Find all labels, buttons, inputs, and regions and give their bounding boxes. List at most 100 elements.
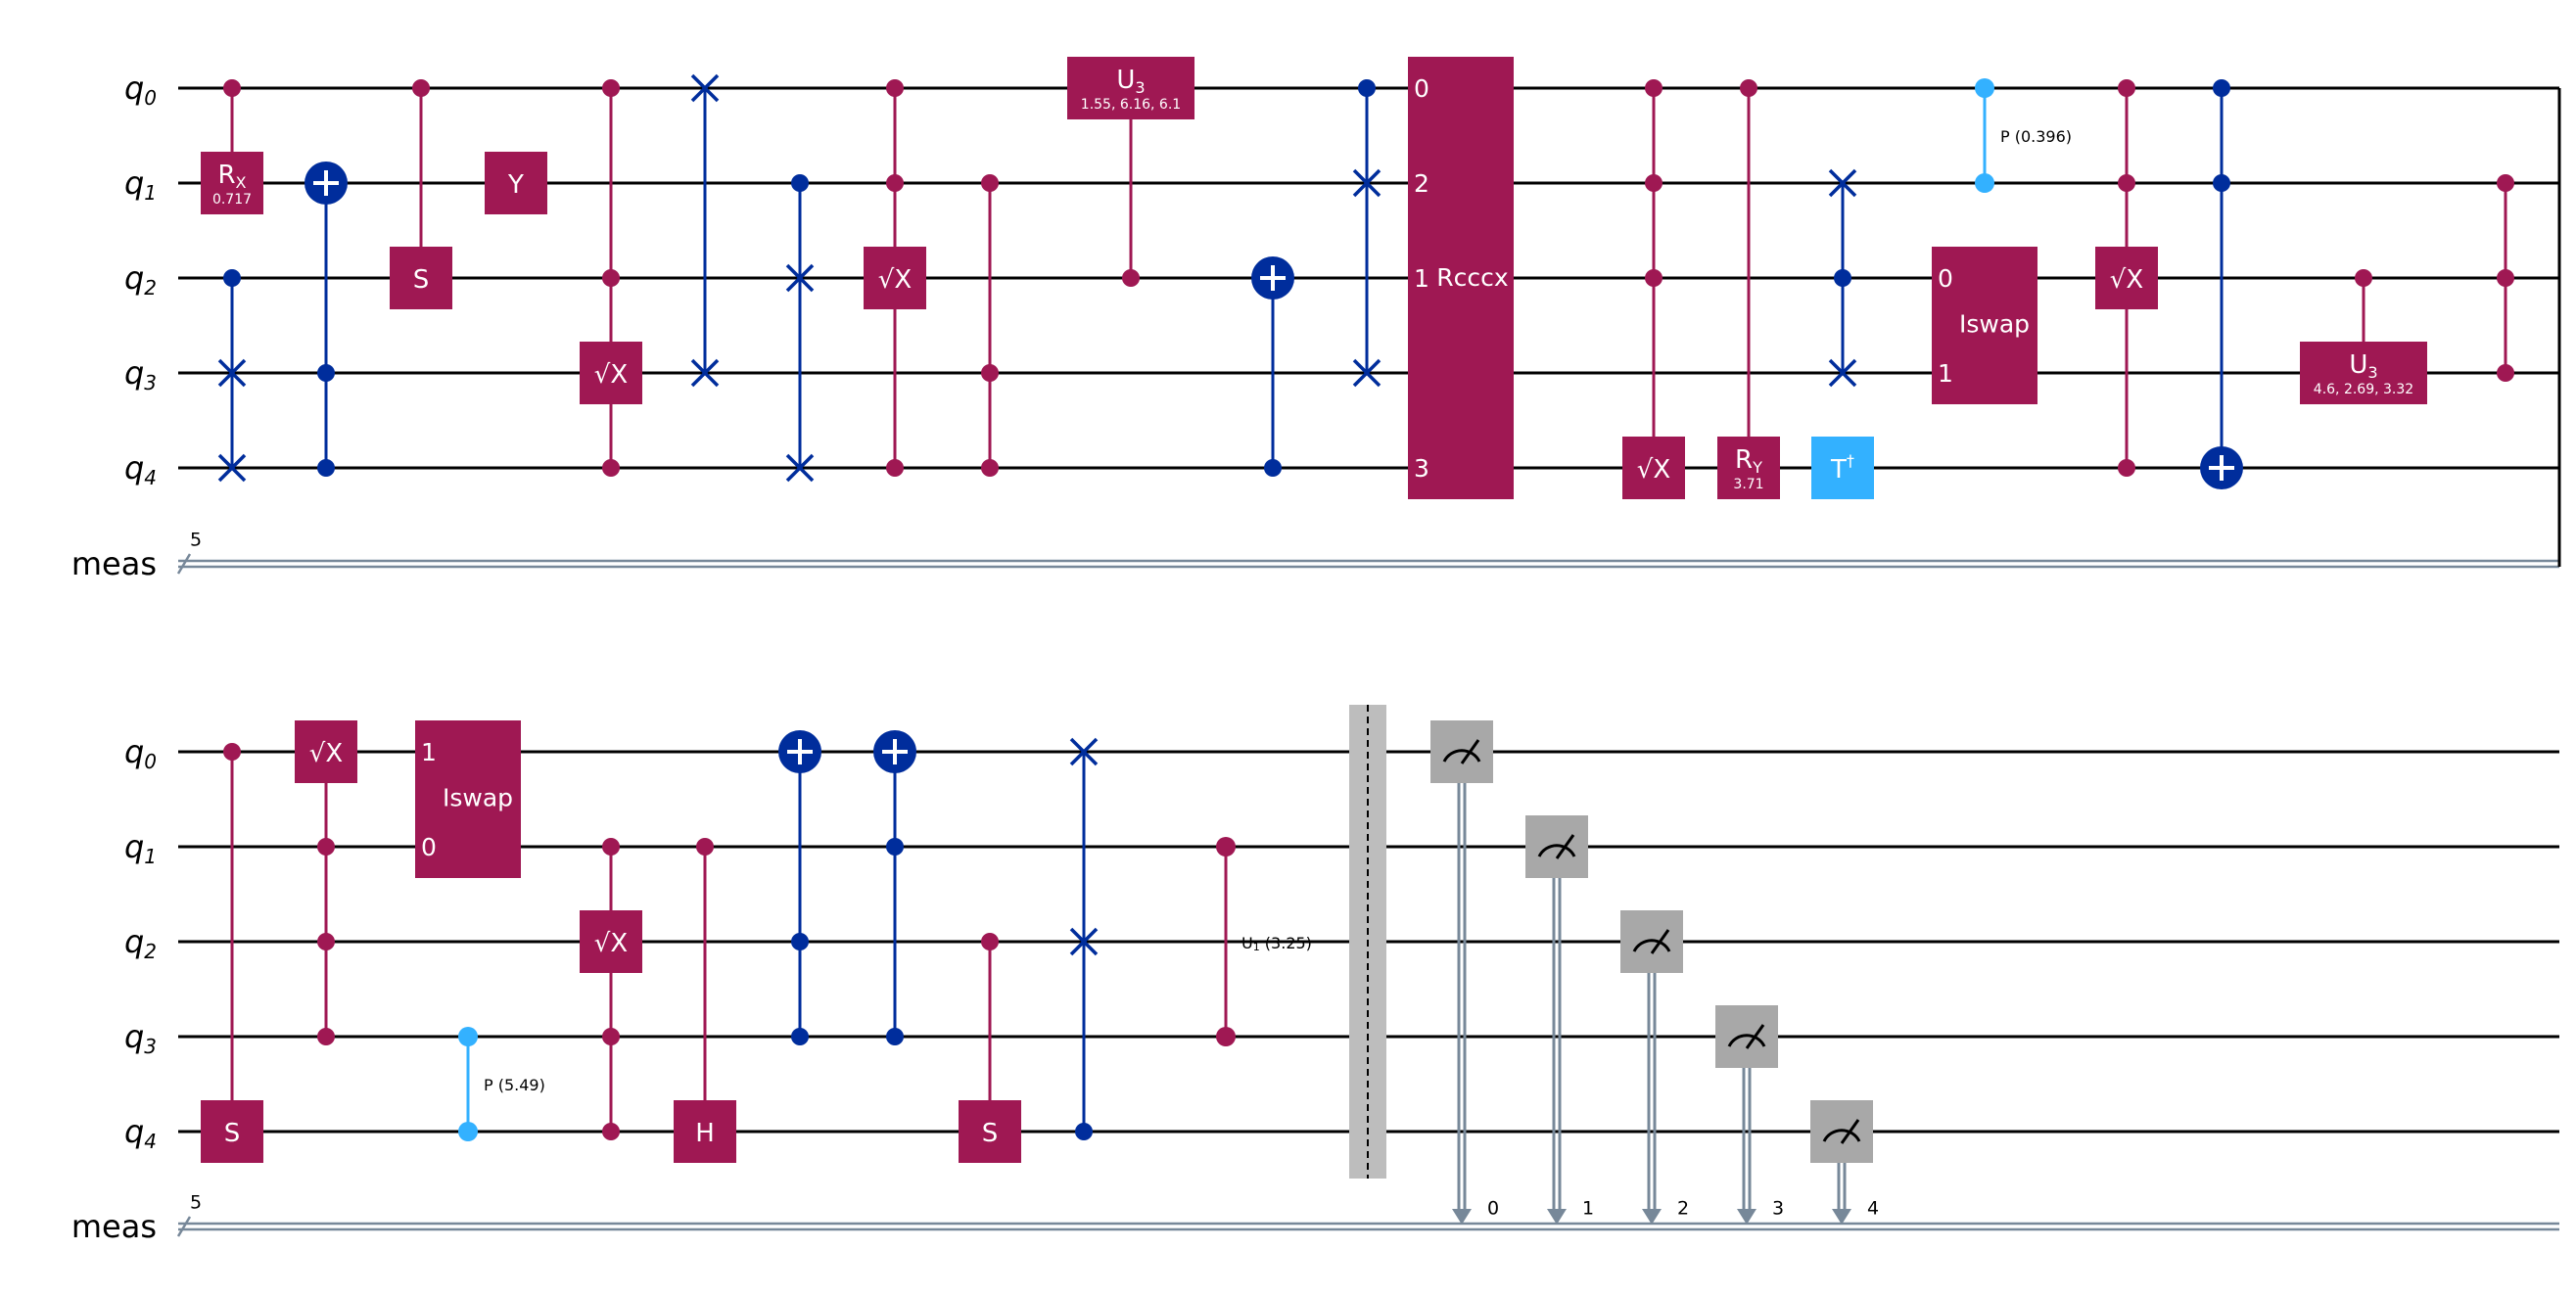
gate-label: √X [2110,265,2143,295]
control-dot [886,838,904,856]
gate-box [295,720,357,783]
gate-csx-5: √X [295,720,357,1045]
gate-label: U3 [2349,350,2377,382]
qubit-label: q4 [124,1113,157,1153]
control-dot [2213,79,2230,97]
swap-cross [690,358,720,388]
control-dot [1645,269,1663,287]
gate-cs-3: S [959,933,1021,1163]
control-dot [317,933,335,950]
gate-cz-1 [981,174,999,477]
qubit-label: q0 [124,69,157,110]
control-dot [1975,173,1994,193]
gate-label: U3 [1116,66,1145,97]
swap-cross [217,453,247,483]
gate-box [415,720,521,878]
gate-param: U1 (3.25) [1241,934,1312,954]
gate-swap-2 [690,73,720,388]
classical-register-label: meas [71,1208,157,1245]
gate-label: √X [594,929,628,958]
meter-needle-icon [1650,929,1670,954]
gate-label: √X [1637,455,1670,485]
gate-csx-6: √X [580,838,642,1140]
swap-cross [1352,358,1382,388]
measure-arrow [1832,1209,1851,1225]
gate-cs-2: S [201,743,263,1163]
gate-label: √X [309,739,343,768]
control-dot [1075,1123,1093,1140]
swap-cross [217,358,247,388]
control-dot [886,459,904,477]
gate-pin-label: 0 [1414,74,1429,103]
swap-cross [690,73,720,103]
gate-rcccx: 0 2 1 3 Rcccx [1408,57,1514,499]
gate-box [864,247,926,309]
gate-tdg: T† [1811,437,1874,499]
gate-swap-3 [785,174,815,483]
control-dot [981,459,999,477]
gate-barrier [1349,705,1386,1179]
gate-cu3-2: U34.6, 2.69, 3.32 [2300,269,2427,404]
meter-needle-icon [1555,834,1575,859]
gate-measure-4: 4 [1810,1100,1879,1225]
meter-icon [1822,1129,1861,1142]
control-dot [2355,269,2372,287]
meter-icon [1442,749,1481,763]
gate-box [580,910,642,973]
gate-label: H [695,1119,715,1148]
gate-box [1622,437,1685,499]
gate-box [1717,437,1780,499]
control-dot [2497,174,2514,192]
control-dot [1216,837,1236,856]
gate-cu1: U1 (3.25) [1216,837,1312,1046]
gate-csx-2: √X [864,79,926,477]
gate-swap-1 [217,269,247,483]
gate-swap-6 [1069,737,1099,1140]
gate-label: Iswap [1959,310,2030,339]
meter-icon [1727,1034,1766,1047]
control-dot [981,174,999,192]
gate-label: Y [507,170,524,200]
gate-cx-5 [873,730,916,1045]
gate-measure-0: 0 [1430,720,1499,1225]
circuit-row-0: q0 q1 q2 q3 q4 5 meas [71,69,2561,582]
gate-pin-label: 2 [1414,169,1429,198]
qubit-label: q1 [124,828,157,868]
control-dot [458,1027,478,1046]
control-dot [317,459,335,477]
gate-y: Y [485,152,547,214]
gate-pin-label: 3 [1414,454,1429,483]
qubit-label: q1 [124,164,157,205]
gate-measure-2: 2 [1620,910,1689,1225]
gate-cry: RY3.71 [1717,79,1780,499]
gate-csx-4: √X [2095,79,2158,477]
qubit-label: q2 [124,923,157,963]
control-dot [2118,459,2135,477]
swap-cross [1352,168,1382,198]
gate-param: 1.55, 6.16, 6.1 [1081,97,1181,113]
gate-cx-2 [1251,256,1294,477]
gate-box [485,152,547,214]
control-dot [2497,269,2514,287]
control-dot [2118,174,2135,192]
register-size: 5 [190,1192,202,1214]
meter-needle-icon [1745,1024,1765,1049]
gate-measure-3: 3 [1715,1005,1784,1225]
swap-cross [1828,168,1857,198]
gate-rx: RX0.717 [201,79,263,214]
gate-pin-label: 0 [421,833,437,861]
gate-label: Rcccx [1436,263,1508,292]
control-dot [317,364,335,382]
gate-label: S [224,1119,241,1148]
classical-bit-index: 2 [1677,1198,1689,1220]
register-slash [176,1216,192,1237]
gate-box [390,247,452,309]
control-dot [1216,1027,1236,1046]
measure-arrow [1547,1209,1567,1225]
control-dot [602,79,620,97]
classical-register-label: meas [71,545,157,582]
gate-cs-1: S [390,79,452,309]
control-dot [981,933,999,950]
